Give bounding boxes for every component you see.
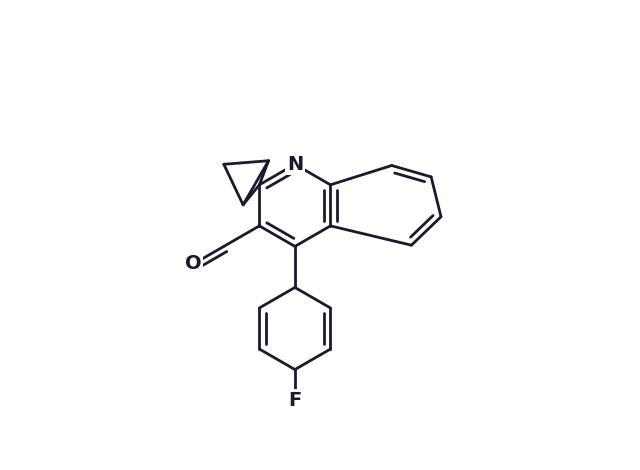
Text: N: N <box>287 155 303 174</box>
Text: O: O <box>186 254 202 274</box>
Text: F: F <box>288 391 301 410</box>
